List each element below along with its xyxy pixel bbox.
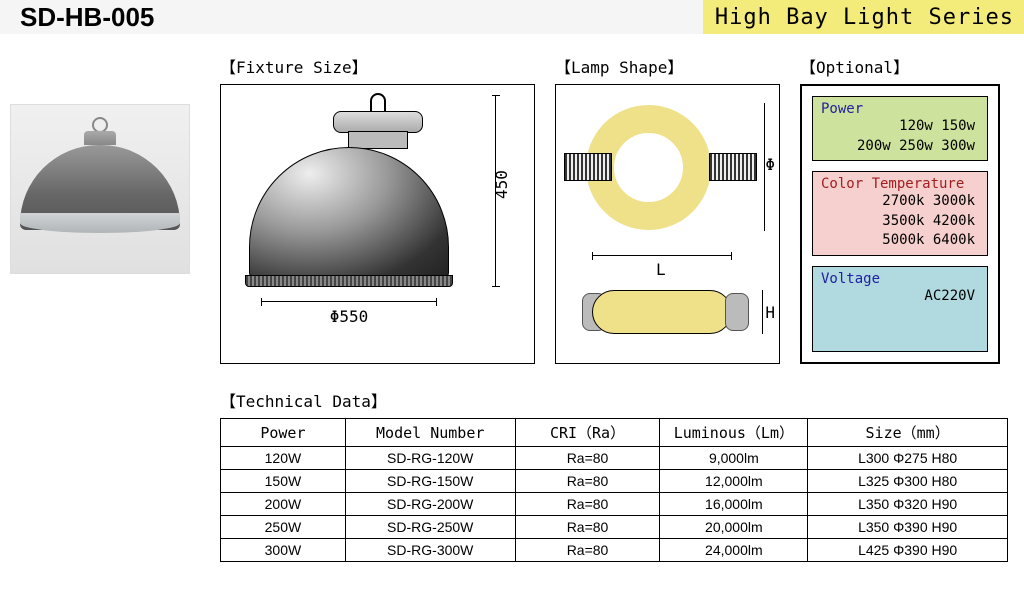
optional-power-title: Power bbox=[821, 101, 979, 117]
rim-icon bbox=[245, 275, 453, 287]
optional-color-temp: Color Temperature 2700k 3000k 3500k 4200… bbox=[812, 171, 988, 256]
table-cell: 24,000lm bbox=[660, 539, 808, 562]
photo-rim-icon bbox=[20, 213, 180, 233]
table-cell: L300 Φ275 H80 bbox=[808, 447, 1008, 470]
hook-icon bbox=[370, 93, 386, 113]
content: 【Fixture Size】 Φ550 450 【Lamp Shape】 bbox=[0, 34, 1024, 562]
lamp-shape-section: 【Lamp Shape】 Φ L H bbox=[555, 54, 780, 364]
lamp-shape-label: 【Lamp Shape】 bbox=[555, 54, 780, 78]
dim-line-h bbox=[762, 290, 763, 334]
optional-power: Power 120w 150w 200w 250w 300w bbox=[812, 96, 988, 161]
table-cell: Ra=80 bbox=[515, 493, 660, 516]
dim-line-l bbox=[592, 255, 732, 256]
table-cell: L425 Φ390 H90 bbox=[808, 539, 1008, 562]
table-cell: SD-RG-200W bbox=[345, 493, 515, 516]
ballast-icon bbox=[333, 111, 423, 133]
technical-data-label: 【Technical Data】 bbox=[220, 388, 1014, 412]
optional-ct-line2: 3500k 4200k bbox=[821, 212, 979, 232]
fixture-size-section: 【Fixture Size】 Φ550 450 bbox=[220, 54, 535, 364]
table-cell: SD-RG-120W bbox=[345, 447, 515, 470]
table-cell: 200W bbox=[221, 493, 346, 516]
optional-box: Power 120w 150w 200w 250w 300w Color Tem… bbox=[800, 84, 1000, 364]
optional-section: 【Optional】 Power 120w 150w 200w 250w 300… bbox=[800, 54, 1000, 364]
table-cell: 250W bbox=[221, 516, 346, 539]
col-model: Model Number bbox=[345, 419, 515, 447]
dim-phi: Φ bbox=[765, 155, 775, 174]
product-photo bbox=[10, 104, 190, 274]
dim-line-dia bbox=[261, 301, 437, 302]
table-cell: 120W bbox=[221, 447, 346, 470]
optional-ct-line1: 2700k 3000k bbox=[821, 192, 979, 212]
fixture-diagram: Φ550 450 bbox=[220, 84, 535, 364]
table-row: 120WSD-RG-120WRa=809,000lmL300 Φ275 H80 bbox=[221, 447, 1008, 470]
table-cell: 150W bbox=[221, 470, 346, 493]
table-row: 200WSD-RG-200WRa=8016,000lmL350 Φ320 H90 bbox=[221, 493, 1008, 516]
dim-diameter: Φ550 bbox=[271, 307, 427, 326]
dim-l: L bbox=[656, 260, 666, 279]
connector-right-icon bbox=[709, 153, 757, 181]
shade-icon bbox=[249, 147, 449, 277]
table-cell: SD-RG-300W bbox=[345, 539, 515, 562]
table-cell: L350 Φ390 H90 bbox=[808, 516, 1008, 539]
col-cri: CRI（Ra） bbox=[515, 419, 660, 447]
side-cap-right-icon bbox=[725, 293, 749, 331]
optional-power-line1: 120w 150w bbox=[821, 117, 979, 137]
optional-voltage: Voltage AC220V bbox=[812, 266, 988, 352]
series-title: High Bay Light Series bbox=[703, 0, 1024, 34]
col-luminous: Luminous（Lm） bbox=[660, 419, 808, 447]
table-cell: 20,000lm bbox=[660, 516, 808, 539]
model-code: SD-HB-005 bbox=[0, 0, 703, 34]
table-cell: Ra=80 bbox=[515, 470, 660, 493]
table-header-row: Power Model Number CRI（Ra） Luminous（Lm） … bbox=[221, 419, 1008, 447]
table-cell: 16,000lm bbox=[660, 493, 808, 516]
optional-ct-line3: 5000k 6400k bbox=[821, 231, 979, 251]
fixture-size-label: 【Fixture Size】 bbox=[220, 54, 535, 78]
table-cell: L350 Φ320 H90 bbox=[808, 493, 1008, 516]
optional-ct-title: Color Temperature bbox=[821, 176, 979, 192]
diagrams-row: 【Fixture Size】 Φ550 450 【Lamp Shape】 bbox=[220, 54, 1014, 364]
col-power: Power bbox=[221, 419, 346, 447]
main-column: 【Fixture Size】 Φ550 450 【Lamp Shape】 bbox=[200, 54, 1014, 562]
dim-height: 450 bbox=[492, 170, 511, 199]
table-cell: Ra=80 bbox=[515, 447, 660, 470]
table-row: 150WSD-RG-150WRa=8012,000lmL325 Φ300 H80 bbox=[221, 470, 1008, 493]
table-cell: Ra=80 bbox=[515, 516, 660, 539]
lamp-side-icon bbox=[592, 290, 732, 334]
table-row: 300WSD-RG-300WRa=8024,000lmL425 Φ390 H90 bbox=[221, 539, 1008, 562]
optional-volt-value: AC220V bbox=[821, 287, 979, 307]
technical-data-table: Power Model Number CRI（Ra） Luminous（Lm） … bbox=[220, 418, 1008, 562]
table-row: 250WSD-RG-250WRa=8020,000lmL350 Φ390 H90 bbox=[221, 516, 1008, 539]
col-size: Size（mm） bbox=[808, 419, 1008, 447]
table-cell: 9,000lm bbox=[660, 447, 808, 470]
table-cell: 12,000lm bbox=[660, 470, 808, 493]
table-cell: Ra=80 bbox=[515, 539, 660, 562]
table-cell: 300W bbox=[221, 539, 346, 562]
table-cell: SD-RG-150W bbox=[345, 470, 515, 493]
dim-h: H bbox=[765, 303, 775, 322]
optional-volt-title: Voltage bbox=[821, 271, 979, 287]
connector-left-icon bbox=[564, 153, 612, 181]
photo-hook-icon bbox=[80, 117, 120, 147]
optional-power-line2: 200w 250w 300w bbox=[821, 137, 979, 157]
table-cell: SD-RG-250W bbox=[345, 516, 515, 539]
lamp-diagram: Φ L H bbox=[555, 84, 780, 364]
header-bar: SD-HB-005 High Bay Light Series bbox=[0, 0, 1024, 34]
optional-label: 【Optional】 bbox=[800, 54, 1000, 78]
product-photo-column bbox=[0, 54, 200, 562]
table-cell: L325 Φ300 H80 bbox=[808, 470, 1008, 493]
